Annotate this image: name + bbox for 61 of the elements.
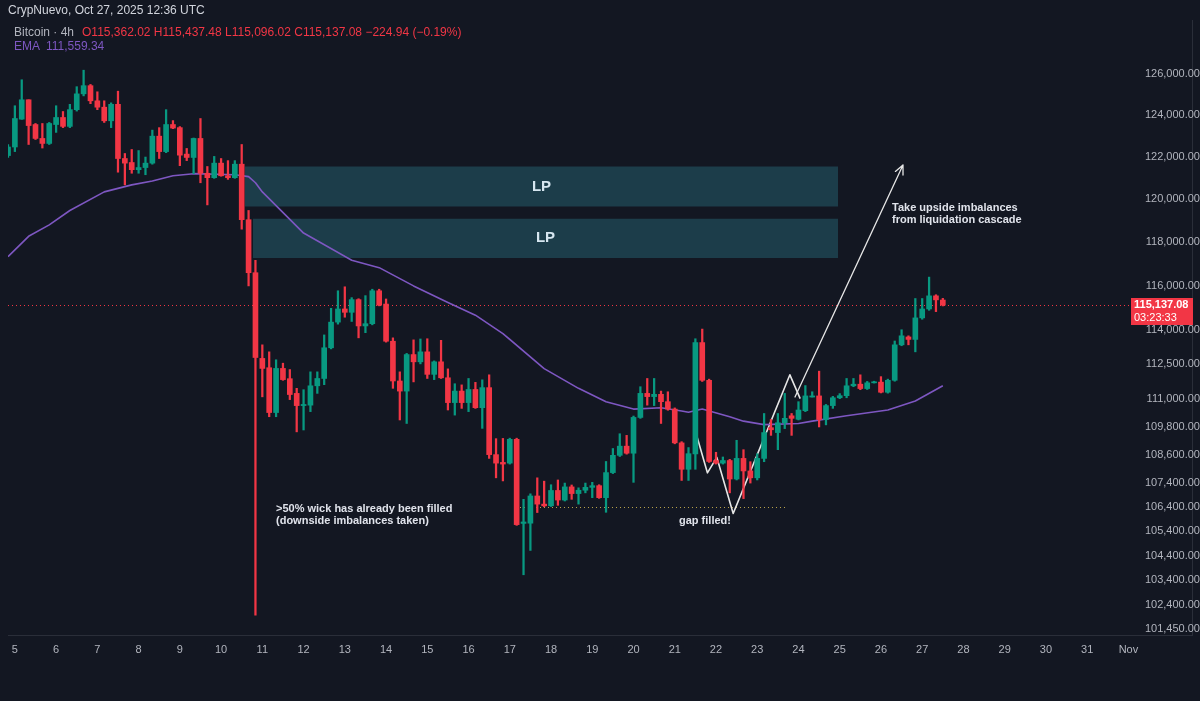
x-tick-label: 16 bbox=[462, 642, 475, 655]
y-tick-label: 104,400.00 bbox=[1144, 548, 1200, 561]
y-tick-label: 116,000.00 bbox=[1145, 278, 1200, 291]
x-tick-label: 20 bbox=[627, 642, 640, 655]
x-tick-label: 28 bbox=[957, 642, 970, 655]
y-tick-label: 109,800.00 bbox=[1144, 419, 1200, 432]
chart-title: CrypNuevo, Oct 27, 2025 12:36 UTC bbox=[8, 3, 206, 18]
x-tick-label: 30 bbox=[1039, 642, 1053, 655]
y-tick-label: 108,600.00 bbox=[1144, 447, 1200, 460]
x-tick-label: 17 bbox=[503, 642, 516, 655]
text: Bitcoin · 4h bbox=[14, 25, 75, 40]
annotation: Take upside imbalances from liquidation cascade bbox=[892, 201, 1022, 226]
x-tick-label: 25 bbox=[833, 642, 846, 655]
y-tick-label: 107,400.00 bbox=[1144, 476, 1200, 489]
x-tick-label: 5 bbox=[11, 642, 18, 655]
annotation: >50% wick has already been filled (downside imbalances taken) bbox=[276, 502, 453, 527]
x-tick-label: 6 bbox=[53, 642, 60, 655]
x-tick-label: 8 bbox=[135, 642, 142, 655]
band-label: LP bbox=[535, 228, 556, 246]
x-tick-label: 18 bbox=[544, 642, 558, 655]
x-tick-label: 24 bbox=[792, 642, 805, 655]
candlestick bbox=[788, 413, 795, 436]
x-tick-label: 10 bbox=[214, 642, 228, 655]
x-tick-label: 13 bbox=[338, 642, 351, 655]
y-tick-label: 103,400.00 bbox=[1144, 573, 1200, 586]
annotation: O115,362.02 H115,437.48 L115,096.02 C115,137.08 −224.94 (−0.19%) bbox=[82, 25, 462, 40]
x-tick-label: 21 bbox=[668, 642, 681, 655]
x-tick-label: 9 bbox=[176, 642, 183, 655]
x-tick-label: 19 bbox=[586, 642, 599, 655]
y-tick-label: 106,400.00 bbox=[1144, 500, 1200, 513]
candlestick bbox=[135, 150, 142, 174]
y-tick-label: 124,000.00 bbox=[1144, 108, 1200, 121]
x-tick-label: 29 bbox=[998, 642, 1011, 655]
x-tick-label: Nov bbox=[1118, 642, 1139, 655]
candlestick bbox=[300, 389, 307, 431]
x-tick-label: 12 bbox=[297, 642, 310, 655]
annotation: 111,559.34 bbox=[46, 39, 105, 54]
x-tick-label: 26 bbox=[874, 642, 888, 655]
y-tick-label: 122,000.00 bbox=[1144, 149, 1200, 162]
band-label: LP bbox=[531, 176, 552, 194]
x-tick-label: 31 bbox=[1081, 642, 1094, 655]
y-tick-label: 105,400.00 bbox=[1144, 524, 1200, 537]
x-tick-label: 14 bbox=[379, 642, 393, 655]
x-tick-label: 11 bbox=[256, 642, 269, 655]
x-tick-label: 15 bbox=[421, 642, 434, 655]
y-tick-label: 114,000.00 bbox=[1145, 323, 1200, 336]
y-tick-label: 118,000.00 bbox=[1145, 235, 1200, 248]
y-tick-label: 102,400.00 bbox=[1144, 598, 1200, 611]
y-tick-label: 120,000.00 bbox=[1144, 192, 1200, 205]
x-tick-label: 22 bbox=[709, 642, 723, 655]
x-tick-label: 27 bbox=[916, 642, 929, 655]
ref-line-label: 115,137.08 bbox=[1134, 298, 1189, 311]
x-tick-label: 23 bbox=[751, 642, 764, 655]
y-tick-label: 101,450.00 bbox=[1144, 621, 1200, 634]
annotation: 03:23:33 bbox=[1134, 311, 1177, 324]
y-tick-label: 112,500.00 bbox=[1145, 357, 1200, 370]
y-tick-label: 111,000.00 bbox=[1146, 391, 1200, 404]
y-tick-label: 126,000.00 bbox=[1144, 67, 1200, 80]
x-tick-label: 7 bbox=[94, 642, 101, 655]
text: EMA bbox=[14, 39, 41, 54]
annotation: gap filled! bbox=[679, 514, 731, 527]
